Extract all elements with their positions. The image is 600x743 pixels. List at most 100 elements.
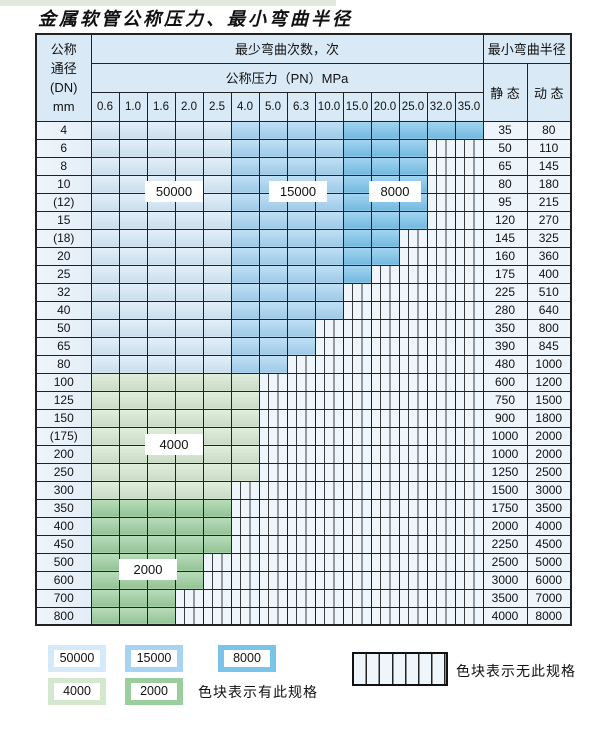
dn-row-label: 32 — [35, 282, 92, 302]
no-spec-cell — [370, 336, 400, 356]
spec-cell — [146, 156, 176, 176]
table-row: 300 1500 3000 — [35, 480, 572, 500]
spec-cell — [90, 498, 120, 518]
no-spec-cell — [370, 516, 400, 536]
no-spec-cell — [426, 264, 456, 284]
no-spec-cell — [230, 498, 260, 518]
spec-cell — [146, 246, 176, 266]
no-spec-cell — [314, 390, 344, 410]
no-spec-cell — [398, 336, 428, 356]
spec-cell — [118, 408, 148, 428]
spec-cell — [90, 156, 120, 176]
spec-cell — [202, 246, 232, 266]
spec-cell — [258, 210, 288, 230]
no-spec-cell — [398, 426, 428, 446]
dn-row-label: 700 — [35, 588, 92, 608]
static-value-cell: 3000 — [482, 570, 528, 590]
spec-cell — [146, 120, 176, 140]
table-header: 公称 通径 (DN) mm 最少弯曲次数，次 最小弯曲半径 公称压力（PN）MP… — [35, 33, 572, 122]
no-spec-cell — [174, 588, 204, 608]
spec-cell — [230, 300, 260, 320]
static-value-cell: 1750 — [482, 498, 528, 518]
spec-cell — [90, 318, 120, 338]
no-spec-cell — [398, 516, 428, 536]
no-spec-cell — [454, 480, 484, 500]
spec-cell — [202, 498, 232, 518]
legend-swatch-label: 15000 — [131, 650, 177, 667]
no-spec-cell — [230, 570, 260, 590]
no-spec-cell — [258, 516, 288, 536]
pn-column-header: 25.0 — [398, 91, 428, 122]
spec-cell — [174, 372, 204, 392]
dynamic-header: 动 态 — [526, 62, 572, 122]
spec-cell — [174, 462, 204, 482]
spec-cell — [90, 192, 120, 212]
spec-cell — [370, 246, 400, 266]
static-value-cell: 480 — [482, 354, 528, 374]
no-spec-cell — [426, 606, 456, 626]
spec-cell — [146, 372, 176, 392]
dn-row-label: 100 — [35, 372, 92, 392]
spec-cell — [230, 228, 260, 248]
no-spec-cell — [202, 588, 232, 608]
spec-cell — [286, 228, 316, 248]
no-spec-cell — [314, 354, 344, 374]
no-spec-cell — [258, 606, 288, 626]
no-spec-cell — [342, 300, 372, 320]
dn-header: 公称 通径 (DN) mm — [35, 33, 92, 122]
spec-cell — [202, 534, 232, 554]
static-value-cell: 2000 — [482, 516, 528, 536]
spec-cell — [230, 444, 260, 464]
dn-row-label: 25 — [35, 264, 92, 284]
spec-cell — [202, 426, 232, 446]
no-spec-cell — [454, 408, 484, 428]
spec-cell — [174, 120, 204, 140]
no-spec-cell — [454, 318, 484, 338]
spec-cell — [202, 282, 232, 302]
spec-cell — [230, 138, 260, 158]
spec-cell — [258, 318, 288, 338]
spec-cell — [118, 372, 148, 392]
no-spec-cell — [370, 606, 400, 626]
no-spec-cell — [258, 372, 288, 392]
no-spec-cell — [426, 372, 456, 392]
spec-cell — [342, 228, 372, 248]
spec-cell — [90, 552, 120, 572]
pn-column-header: 2.5 — [202, 91, 232, 122]
dynamic-value-cell: 1800 — [526, 408, 572, 428]
no-spec-cell — [286, 390, 316, 410]
no-spec-cell — [342, 570, 372, 590]
no-spec-cell — [342, 606, 372, 626]
spec-cell — [230, 318, 260, 338]
spec-cell — [174, 390, 204, 410]
spec-cell — [146, 480, 176, 500]
spec-cell — [202, 156, 232, 176]
no-spec-cell — [454, 462, 484, 482]
no-spec-cell — [314, 336, 344, 356]
no-spec-cell — [454, 498, 484, 518]
spec-cell — [146, 138, 176, 158]
no-spec-cell — [230, 606, 260, 626]
table-row: 600 3000 6000 — [35, 570, 572, 590]
spec-cell — [90, 516, 120, 536]
spec-cell — [118, 480, 148, 500]
spec-cell — [314, 138, 344, 158]
spec-cell — [258, 300, 288, 320]
spec-cell — [118, 138, 148, 158]
dn-row-label: 8 — [35, 156, 92, 176]
dn-header-line: 通径 — [50, 60, 77, 76]
no-spec-cell — [454, 516, 484, 536]
no-spec-cell — [370, 444, 400, 464]
spec-cell — [174, 246, 204, 266]
static-value-cell: 80 — [482, 174, 528, 194]
spec-cell — [286, 336, 316, 356]
spec-cell — [146, 516, 176, 536]
spec-cell — [146, 228, 176, 248]
no-spec-cell — [342, 552, 372, 572]
no-spec-cell — [398, 300, 428, 320]
legend-swatch-50000: 50000 — [48, 645, 106, 672]
no-spec-cell — [314, 318, 344, 338]
dynamic-value-cell: 1200 — [526, 372, 572, 392]
dn-row-label: 10 — [35, 174, 92, 194]
spec-cell — [342, 210, 372, 230]
